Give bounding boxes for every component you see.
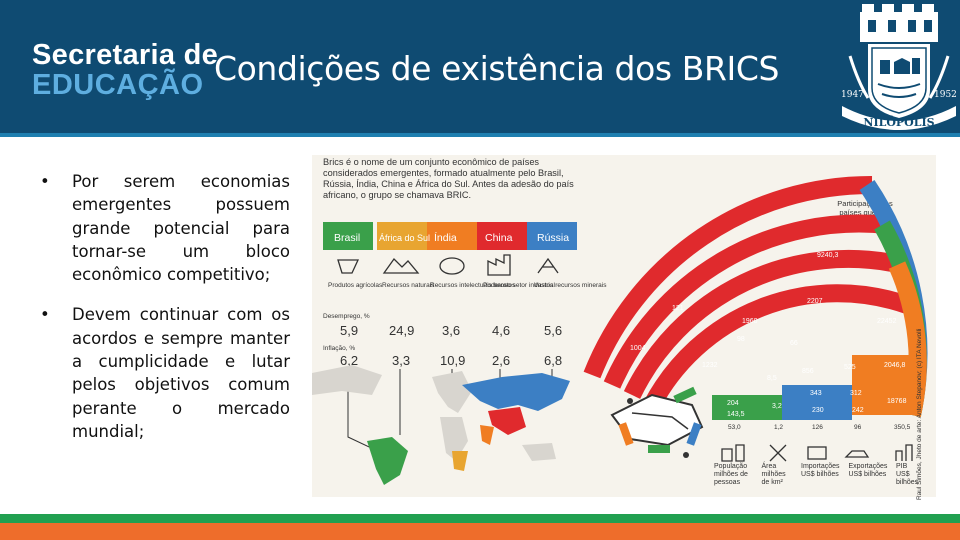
nilopolis-crest-icon: 1947 1952 NILÓPOLIS xyxy=(841,4,957,130)
resource-label: Recursos naturais xyxy=(382,282,435,289)
arc-value: 98 xyxy=(737,336,745,343)
country-header-russia xyxy=(527,222,577,250)
crest-year-right: 1952 xyxy=(934,90,957,100)
country-name: África do Sul xyxy=(379,233,430,243)
arc-value: 242 xyxy=(852,407,864,414)
arc-value: 9240,3 xyxy=(817,252,839,259)
indicator-value: 1,2 xyxy=(774,424,783,431)
inflation-value: 2,6 xyxy=(492,353,510,368)
unemployment-value: 5,9 xyxy=(340,323,358,338)
inflation-value: 3,3 xyxy=(392,353,410,368)
unemployment-value: 4,6 xyxy=(492,323,510,338)
country-name: Brasil xyxy=(334,232,360,244)
country-header-brasil xyxy=(323,222,373,250)
bullet-item: • Por serem economias emergentes possuem… xyxy=(40,170,290,286)
inflation-value: 10,9 xyxy=(440,353,465,368)
indicator-value: 350,5 xyxy=(894,424,911,431)
arc-value: 121 xyxy=(672,305,684,312)
brics-infographic: Brics é o nome de um conjunto econômico … xyxy=(312,155,936,497)
indicator-value: 96 xyxy=(854,424,862,431)
secretaria-logo: Secretaria de EDUCAÇÃO xyxy=(32,40,218,100)
gdp-icon xyxy=(895,444,913,461)
resource-label: Recursos intelectuais baratos xyxy=(430,282,516,289)
country-name: Índia xyxy=(434,231,457,244)
arc-value: 204 xyxy=(727,400,739,407)
country-name: China xyxy=(485,232,513,244)
arc-value: 2207 xyxy=(807,298,823,305)
country-header-india xyxy=(427,222,477,250)
arc-value: 1232 xyxy=(702,362,718,369)
resource-label: Produtos agrícolas xyxy=(328,282,383,289)
row-label: Inflação, % xyxy=(323,345,355,352)
crest-year-left: 1947 xyxy=(841,90,864,100)
arc-value: 312 xyxy=(850,390,862,397)
bullet-marker: • xyxy=(40,172,50,191)
resource-label: Vastos recursos minerais xyxy=(534,282,607,289)
arc-value: 2046,8 xyxy=(884,362,906,369)
infographic-credit: Raul Simões, Jheto de arte: Anton Stepan… xyxy=(916,328,923,501)
header-stripe xyxy=(0,133,960,137)
indicator-label: População milhões de pessoas xyxy=(714,463,748,486)
row-label: Desemprego, % xyxy=(323,313,370,320)
unemployment-value: 5,6 xyxy=(544,323,562,338)
oil-icon xyxy=(537,257,559,274)
indicator-value: 53,0 xyxy=(728,424,741,431)
unemployment-value: 3,6 xyxy=(442,323,460,338)
footer-green-stripe xyxy=(0,514,960,523)
inflation-value: 6,2 xyxy=(340,353,358,368)
infographic-graphics: 1004 1232 1960 2207 9240,3 22452 2046,8 … xyxy=(312,175,928,485)
logo-line-1: Secretaria de xyxy=(32,39,219,71)
bullet-marker: • xyxy=(40,305,50,325)
arc-value: 525 xyxy=(844,364,856,371)
header-bar xyxy=(0,0,960,133)
arc-value: 3,2 xyxy=(772,403,782,410)
country-name: Rússia xyxy=(537,232,569,244)
country-header-china xyxy=(477,222,527,250)
inflation-value: 6,8 xyxy=(544,353,562,368)
bullet-item: • Devem continuar com os acordos e sempr… xyxy=(40,303,290,443)
people-icon xyxy=(721,444,745,462)
country-headers xyxy=(323,222,577,250)
import-icon xyxy=(807,446,827,460)
arc-value: 22452 xyxy=(877,318,897,325)
leaf-icon xyxy=(337,259,360,274)
arc-value: 856 xyxy=(802,368,814,375)
bullet-text: Devem continuar com os acordos e sempre … xyxy=(72,305,290,441)
factory-icon xyxy=(487,254,511,276)
infographic-intro: Brics é o nome de um conjunto econômico … xyxy=(323,157,574,200)
indicator-value: 126 xyxy=(812,424,823,431)
indicator-label: Área milhões de km² xyxy=(761,463,786,486)
bullet-list: • Por serem economias emergentes possuem… xyxy=(40,170,290,443)
brain-icon xyxy=(439,257,465,275)
arc-value: 230 xyxy=(812,407,824,414)
participation-arcs xyxy=(583,175,928,420)
resource-label: Poderoso setor industrial xyxy=(483,282,555,289)
area-icon xyxy=(769,444,787,462)
indicator-labels: População milhões de pessoas Área milhõe… xyxy=(714,463,922,487)
arc-value: 66 xyxy=(790,340,798,347)
indicator-label: Importações US$ bilhões xyxy=(801,463,840,478)
logo-line-2: EDUCAÇÃO xyxy=(32,69,204,101)
slide-title: Condições de existência dos BRICS xyxy=(214,49,780,88)
indicator-label: PIB US$ bilhões xyxy=(896,463,919,486)
unemployment-value: 24,9 xyxy=(389,323,414,338)
arc-value: 1960 xyxy=(742,318,758,325)
arc-value: 1004 xyxy=(630,345,646,352)
arc-value: 143,5 xyxy=(727,411,745,418)
crest-ribbon-text: NILÓPOLIS xyxy=(863,115,934,129)
arc-value: 343 xyxy=(810,390,822,397)
footer-orange-stripe xyxy=(0,523,960,540)
handshake-icon xyxy=(610,386,704,458)
mountain-icon xyxy=(382,257,420,274)
arc-value: 18768 xyxy=(887,398,907,405)
arc-value: 8,5 xyxy=(767,375,777,382)
indicator-label: Exportações US$ bilhões xyxy=(848,463,888,478)
bullet-text: Por serem economias emergentes possuem g… xyxy=(72,172,290,285)
world-map xyxy=(312,365,570,485)
export-icon xyxy=(844,450,870,458)
country-header-africa-do-sul xyxy=(377,222,427,250)
